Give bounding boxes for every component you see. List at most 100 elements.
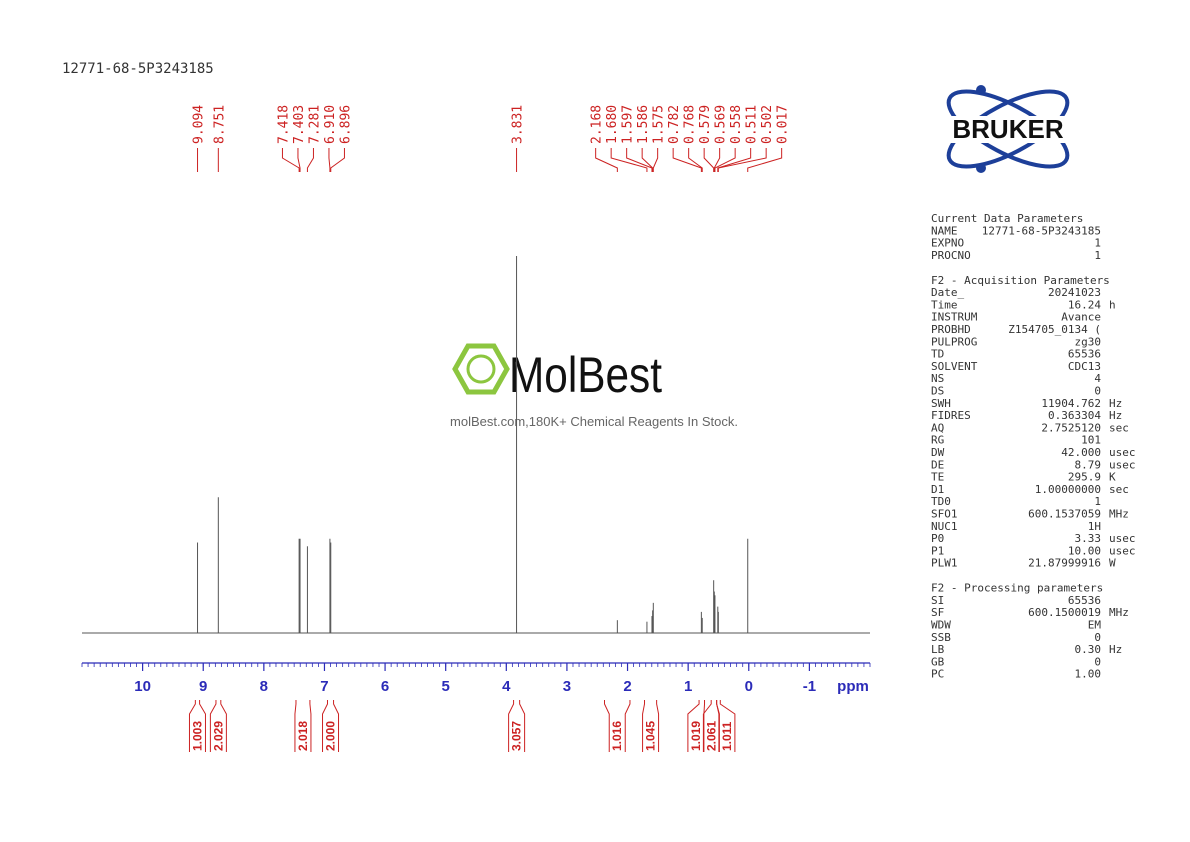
- param-unit: usec: [1109, 544, 1136, 557]
- peak-label: 2.168: [590, 105, 605, 144]
- param-key: LB: [931, 643, 945, 656]
- peak-label: 0.502: [760, 105, 775, 144]
- param-unit: K: [1109, 471, 1116, 484]
- param-key: PROBHD: [931, 323, 971, 336]
- param-unit: W: [1109, 557, 1116, 570]
- integral-bracket: [687, 700, 706, 752]
- title: 12771-68-5P3243185: [62, 61, 214, 77]
- peak-label-leader: [688, 148, 703, 172]
- param-value: 101: [1081, 434, 1101, 447]
- x-tick-label: 2: [623, 678, 631, 695]
- param-value: 0: [1094, 655, 1101, 668]
- param-value: 16.24: [1068, 298, 1101, 311]
- x-tick-label: 7: [320, 678, 328, 695]
- param-key: TD: [931, 348, 944, 361]
- x-tick-label: 4: [502, 678, 511, 695]
- peak-label-leader: [672, 148, 702, 172]
- watermark: MolBest molBest.com,180K+ Chemical Reage…: [450, 343, 738, 429]
- x-tick-label: 8: [260, 678, 268, 695]
- x-tick-label: 0: [745, 678, 753, 695]
- param-key: NS: [931, 372, 944, 385]
- param-value: 4: [1094, 372, 1101, 385]
- peak-label-leader: [626, 148, 653, 172]
- param-key: SOLVENT: [931, 360, 978, 373]
- param-value: 8.79: [1075, 458, 1102, 471]
- param-key: NUC1: [931, 520, 958, 533]
- param-unit: Hz: [1109, 643, 1122, 656]
- param-value: 65536: [1068, 594, 1101, 607]
- peak-label: 7.418: [276, 105, 291, 144]
- param-value: 1.00000000: [1035, 483, 1101, 496]
- peak-label-leader: [595, 148, 618, 172]
- param-value: 11904.762: [1041, 397, 1101, 410]
- param-key: SWH: [931, 397, 951, 410]
- peak-label-leader: [281, 148, 300, 172]
- peak-label-leader: [330, 148, 345, 172]
- integral-label: 1.019: [689, 721, 703, 751]
- param-unit: MHz: [1109, 606, 1129, 619]
- param-unit: usec: [1109, 458, 1136, 471]
- param-key: TD0: [931, 495, 951, 508]
- integral-bracket: [604, 700, 631, 752]
- param-value: Z154705_0134 (: [1008, 323, 1101, 336]
- peak-label: 3.831: [511, 105, 526, 144]
- param-unit: sec: [1109, 421, 1129, 434]
- param-key: PULPROG: [931, 335, 977, 348]
- peak-label-leader: [297, 148, 301, 172]
- param-key: SF: [931, 606, 944, 619]
- watermark-brand: MolBest: [509, 347, 662, 403]
- param-value: 21.87999916: [1028, 557, 1101, 570]
- peak-label: 1.680: [605, 105, 620, 144]
- watermark-tagline: molBest.com,180K+ Chemical Reagents In S…: [450, 414, 738, 429]
- peak-label-leader: [641, 148, 654, 172]
- param-key: PLW1: [931, 557, 958, 570]
- peak-label: 1.575: [652, 105, 667, 144]
- param-key: FIDRES: [931, 409, 971, 422]
- param-key: SI: [931, 594, 944, 607]
- param-key: RG: [931, 434, 944, 447]
- peak-label: 0.579: [698, 105, 713, 144]
- param-value: 1: [1094, 237, 1101, 250]
- integral-label: 3.057: [510, 721, 524, 751]
- param-value: 0: [1094, 385, 1101, 398]
- param-value: 600.1537059: [1028, 508, 1101, 521]
- param-key: D1: [931, 483, 944, 496]
- param-key: DS: [931, 385, 944, 398]
- param-unit: usec: [1109, 532, 1136, 545]
- peak-label: 7.403: [292, 105, 307, 144]
- peak-label-leader: [714, 148, 736, 172]
- param-key: SFO1: [931, 508, 958, 521]
- param-value: Avance: [1061, 311, 1101, 324]
- x-tick-label: 3: [563, 678, 571, 695]
- param-unit: MHz: [1109, 508, 1129, 521]
- peak-label: 0.569: [714, 105, 729, 144]
- param-value: 65536: [1068, 348, 1101, 361]
- param-unit: Hz: [1109, 409, 1122, 422]
- peak-label-leader: [306, 148, 314, 172]
- peak-label: 1.597: [621, 105, 636, 144]
- peak-label-leader: [713, 148, 721, 172]
- x-axis-label: ppm: [837, 678, 869, 695]
- peak-label-leader: [610, 148, 648, 172]
- x-tick-label: 1: [684, 678, 692, 695]
- peak-label: 8.751: [212, 105, 227, 144]
- param-value: 295.9: [1068, 471, 1101, 484]
- param-value: 1: [1094, 495, 1101, 508]
- param-key: Date_: [931, 286, 964, 299]
- x-tick-label: 9: [199, 678, 207, 695]
- section-title: Current Data Parameters: [931, 212, 1083, 225]
- param-value: 0: [1094, 631, 1101, 644]
- peak-label: 0.768: [683, 105, 698, 144]
- peak-label-leader: [717, 148, 767, 172]
- param-value: 10.00: [1068, 544, 1101, 557]
- peak-label: 7.281: [307, 105, 322, 144]
- param-value: 1H: [1088, 520, 1101, 533]
- integral-label: 1.003: [190, 721, 204, 751]
- peak-label: 1.586: [636, 105, 651, 144]
- integral-label: 2.061: [704, 721, 718, 751]
- param-key: Time: [931, 298, 958, 311]
- integral-label: 2.000: [324, 721, 338, 751]
- param-key: P1: [931, 544, 944, 557]
- integral-bracket: [716, 700, 736, 752]
